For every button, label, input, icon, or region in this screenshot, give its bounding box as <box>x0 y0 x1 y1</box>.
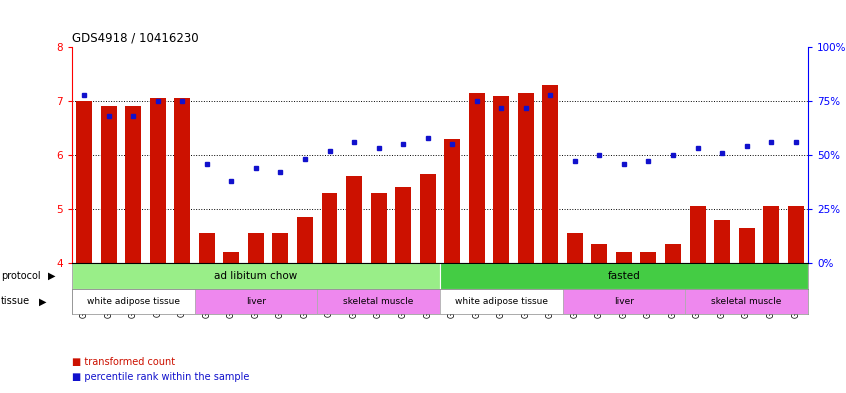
Bar <box>440 288 563 314</box>
Bar <box>72 288 195 314</box>
Bar <box>321 193 338 263</box>
Bar <box>248 233 264 263</box>
Bar <box>493 95 509 263</box>
Bar <box>591 244 607 263</box>
Bar <box>297 217 313 263</box>
Bar <box>763 206 779 263</box>
Bar <box>317 288 440 314</box>
Text: ▶: ▶ <box>39 296 47 307</box>
Bar <box>371 193 387 263</box>
Bar <box>125 107 141 263</box>
Bar <box>567 233 583 263</box>
Bar <box>518 93 534 263</box>
Text: ■ percentile rank within the sample: ■ percentile rank within the sample <box>72 372 250 382</box>
Bar <box>346 176 362 263</box>
Text: fasted: fasted <box>607 271 640 281</box>
Text: ■ transformed count: ■ transformed count <box>72 358 175 367</box>
Bar <box>272 233 288 263</box>
Bar <box>101 107 117 263</box>
Text: ad libitum chow: ad libitum chow <box>214 271 298 281</box>
Bar <box>616 252 632 263</box>
Text: white adipose tissue: white adipose tissue <box>87 297 179 306</box>
Bar <box>395 187 411 263</box>
Text: skeletal muscle: skeletal muscle <box>711 297 782 306</box>
Bar <box>150 98 166 263</box>
Text: skeletal muscle: skeletal muscle <box>343 297 414 306</box>
Bar <box>689 206 706 263</box>
Bar <box>788 206 804 263</box>
Bar <box>72 263 440 288</box>
Bar <box>665 244 681 263</box>
Bar <box>440 263 808 288</box>
Text: liver: liver <box>614 297 634 306</box>
Bar <box>685 288 808 314</box>
Bar <box>640 252 656 263</box>
Bar <box>76 101 92 263</box>
Bar <box>563 288 685 314</box>
Text: ▶: ▶ <box>48 271 56 281</box>
Text: GDS4918 / 10416230: GDS4918 / 10416230 <box>72 31 199 44</box>
Bar <box>714 220 730 263</box>
Bar <box>223 252 239 263</box>
Bar <box>444 139 460 263</box>
Bar <box>420 174 436 263</box>
Text: protocol: protocol <box>1 271 41 281</box>
Bar <box>199 233 215 263</box>
Bar <box>739 228 755 263</box>
Bar <box>542 85 558 263</box>
Text: tissue: tissue <box>1 296 30 307</box>
Bar <box>195 288 317 314</box>
Bar <box>469 93 485 263</box>
Text: liver: liver <box>246 297 266 306</box>
Text: white adipose tissue: white adipose tissue <box>455 297 547 306</box>
Bar <box>174 98 190 263</box>
